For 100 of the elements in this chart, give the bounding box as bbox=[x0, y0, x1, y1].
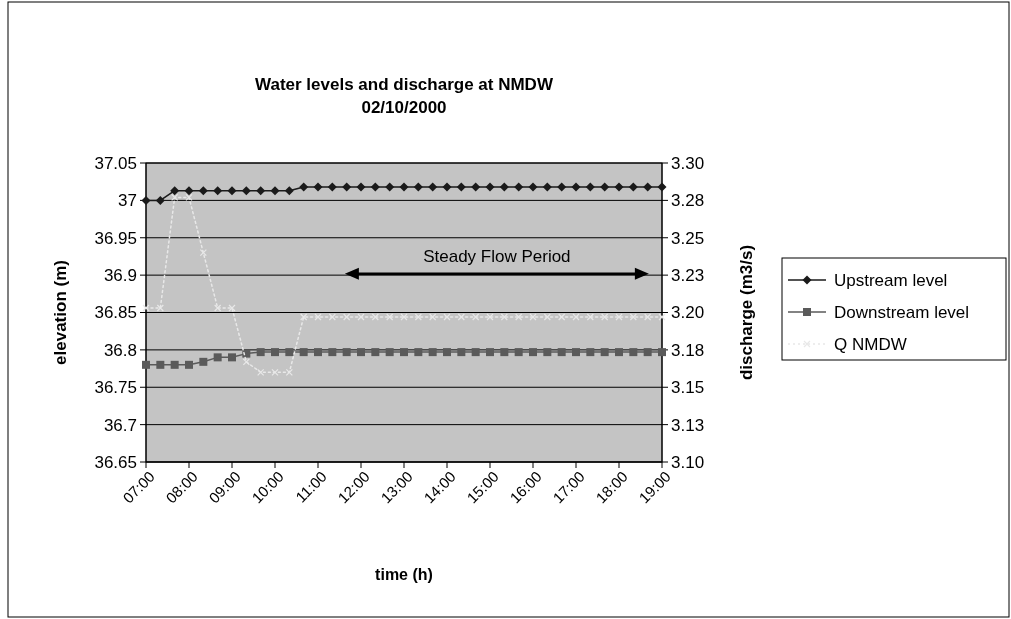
point bbox=[256, 186, 266, 196]
point bbox=[284, 186, 294, 196]
point bbox=[529, 348, 537, 357]
point bbox=[486, 348, 494, 357]
point bbox=[600, 182, 610, 192]
point bbox=[371, 348, 380, 357]
point bbox=[514, 348, 523, 357]
point bbox=[300, 313, 308, 321]
y2-axis-title: discharge (m3/s) bbox=[737, 244, 756, 381]
y2-tick-label: 3.25 bbox=[671, 228, 705, 248]
y-tick-label: 36.9 bbox=[103, 266, 137, 286]
point bbox=[428, 182, 438, 192]
point bbox=[343, 313, 351, 321]
legend-label: Q NMDW bbox=[834, 334, 907, 354]
y2-tick-label: 3.30 bbox=[671, 153, 705, 173]
point bbox=[285, 348, 294, 357]
point bbox=[227, 186, 237, 196]
y2-tick-label: 3.18 bbox=[671, 340, 705, 360]
point bbox=[585, 182, 595, 192]
point bbox=[557, 348, 566, 357]
point bbox=[142, 360, 150, 369]
point bbox=[643, 348, 652, 357]
point bbox=[342, 348, 351, 357]
point bbox=[543, 313, 551, 321]
chart-subtitle: 02/10/2000 bbox=[361, 98, 447, 117]
point bbox=[456, 182, 466, 192]
point bbox=[500, 348, 509, 357]
y-axis-title: elevation (m) bbox=[51, 260, 70, 365]
point bbox=[414, 313, 422, 321]
point bbox=[657, 182, 667, 192]
point bbox=[442, 182, 452, 192]
point bbox=[156, 360, 165, 369]
point bbox=[170, 186, 180, 196]
legend-label: Upstream level bbox=[834, 270, 948, 290]
point bbox=[314, 348, 322, 357]
point bbox=[357, 348, 365, 357]
point bbox=[485, 182, 495, 192]
point bbox=[198, 186, 208, 196]
point bbox=[271, 348, 279, 357]
point bbox=[615, 348, 623, 357]
point bbox=[170, 360, 179, 369]
y-tick-label: 36.95 bbox=[94, 228, 137, 248]
point bbox=[414, 348, 423, 357]
point bbox=[643, 182, 653, 192]
point bbox=[185, 193, 193, 201]
point bbox=[514, 182, 524, 192]
point bbox=[385, 348, 394, 357]
chart-title: Water levels and discharge at NMDW bbox=[255, 75, 554, 94]
point bbox=[457, 348, 466, 357]
y-tick-label: 36.7 bbox=[103, 415, 137, 435]
point bbox=[472, 313, 480, 321]
point bbox=[399, 182, 409, 192]
point bbox=[213, 353, 222, 362]
y-tick-label: 36.8 bbox=[103, 340, 137, 360]
point bbox=[328, 313, 336, 321]
y2-tick-label: 3.13 bbox=[671, 415, 705, 435]
point bbox=[572, 348, 580, 357]
point bbox=[256, 348, 265, 357]
point bbox=[342, 182, 352, 192]
point bbox=[213, 186, 223, 196]
y2-tick-label: 3.15 bbox=[671, 378, 705, 398]
point bbox=[471, 182, 481, 192]
point bbox=[499, 182, 509, 192]
point bbox=[457, 313, 465, 321]
point bbox=[184, 186, 194, 196]
point bbox=[628, 182, 638, 192]
point bbox=[528, 182, 538, 192]
point bbox=[586, 313, 594, 321]
point bbox=[443, 348, 451, 357]
point bbox=[601, 313, 609, 321]
y-tick-label: 36.85 bbox=[94, 303, 137, 323]
point bbox=[214, 304, 222, 312]
x-axis-title: time (h) bbox=[375, 566, 433, 583]
point bbox=[428, 348, 437, 357]
point bbox=[356, 182, 366, 192]
point bbox=[413, 182, 423, 192]
legend-label: Downstream level bbox=[834, 302, 970, 322]
point bbox=[241, 186, 251, 196]
point bbox=[270, 186, 280, 196]
point bbox=[185, 360, 193, 369]
annotation: Steady Flow Period bbox=[423, 246, 571, 266]
point bbox=[644, 313, 652, 321]
point bbox=[515, 313, 523, 321]
point bbox=[271, 368, 279, 376]
point bbox=[313, 182, 323, 192]
y2-tick-label: 3.23 bbox=[671, 266, 705, 286]
y-tick-label: 37 bbox=[118, 191, 137, 211]
y2-tick-label: 3.10 bbox=[671, 452, 705, 472]
point bbox=[600, 348, 609, 357]
point bbox=[199, 357, 208, 366]
point bbox=[385, 182, 395, 192]
y-tick-label: 36.75 bbox=[94, 378, 137, 398]
point bbox=[629, 348, 638, 357]
point bbox=[429, 313, 437, 321]
y2-tick-label: 3.20 bbox=[671, 303, 705, 323]
point bbox=[328, 348, 337, 357]
point bbox=[571, 182, 581, 192]
point bbox=[371, 313, 379, 321]
point bbox=[542, 182, 552, 192]
point bbox=[558, 313, 566, 321]
